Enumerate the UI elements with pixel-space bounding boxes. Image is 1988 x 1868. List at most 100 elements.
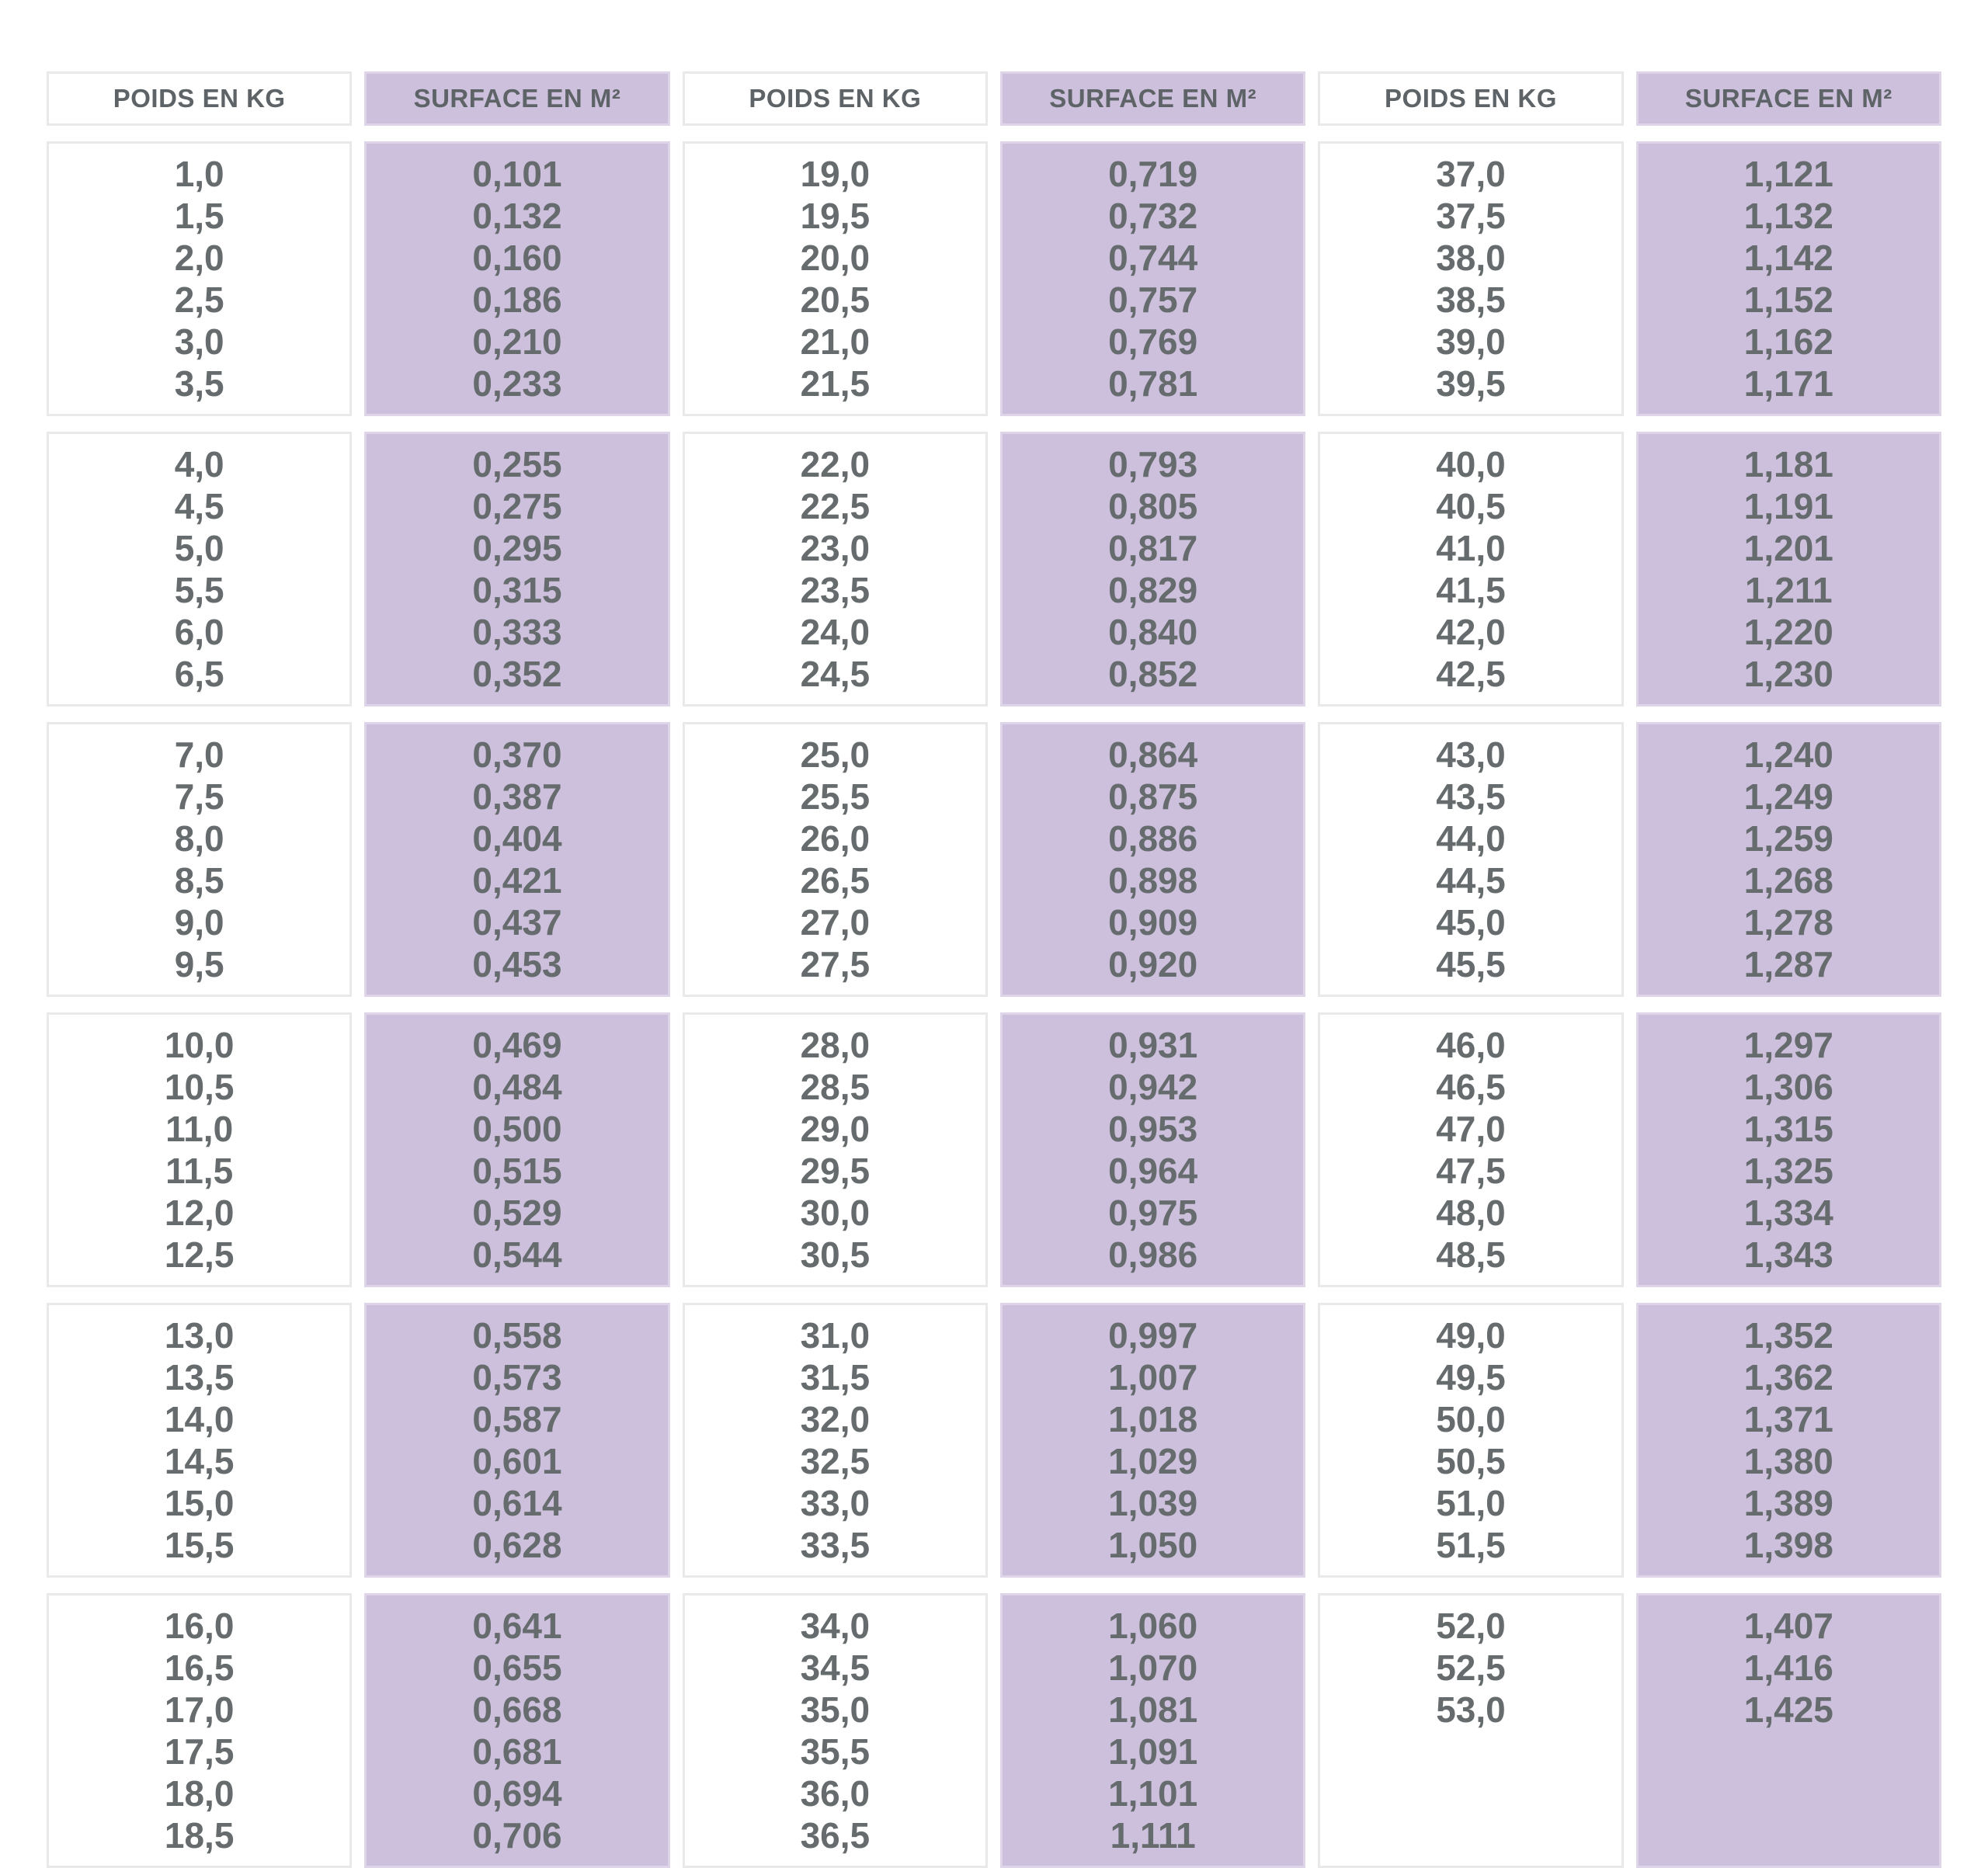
surface-value: 0,706 [472,1815,562,1856]
surface-value: 0,387 [472,776,562,817]
weight-value: 39,0 [1436,321,1506,362]
surface-value: 1,060 [1108,1606,1198,1646]
surface-value: 1,132 [1743,196,1833,236]
weight-value: 52,0 [1436,1606,1506,1646]
column-header-surface: SURFACE EN M² [364,71,670,126]
weight-value: 8,5 [174,860,224,901]
weight-value: 7,5 [174,776,224,817]
weight-value: 18,0 [164,1773,235,1814]
poids-value-cell-block: 19,0 19,5 20,0 20,5 21,0 21,5 [682,141,988,416]
weight-value: 34,0 [800,1606,871,1646]
surface-value-cell-block: 1,297 1,306 1,315 1,325 1,334 1,343 [1635,1012,1941,1287]
weight-value: 15,5 [164,1525,235,1565]
surface-value: 0,515 [472,1151,562,1191]
surface-value: 0,886 [1108,818,1198,859]
poids-value-cell-block: 46,0 46,5 47,0 47,5 48,0 48,5 [1318,1012,1624,1287]
surface-value: 1,201 [1743,528,1833,568]
surface-value: 1,191 [1743,486,1833,526]
weight-value: 40,0 [1436,444,1506,484]
weight-value: 5,5 [174,570,224,610]
surface-value: 0,964 [1108,1151,1198,1191]
surface-value: 0,370 [472,734,562,775]
weight-value: 31,0 [800,1315,871,1356]
weight-value: 21,5 [800,363,871,404]
surface-value: 1,039 [1108,1483,1198,1523]
weight-value: 35,5 [800,1731,871,1772]
surface-value: 1,343 [1743,1234,1833,1275]
surface-value: 0,233 [472,363,562,404]
surface-value: 0,931 [1108,1025,1198,1065]
surface-value: 1,142 [1743,238,1833,278]
surface-value-cell-block: 0,997 1,007 1,018 1,029 1,039 1,050 [1000,1303,1306,1578]
surface-value: 0,186 [472,280,562,320]
surface-value: 0,315 [472,570,562,610]
weight-value: 12,5 [164,1234,235,1275]
surface-value: 0,769 [1108,321,1198,362]
weight-value: 24,5 [800,654,871,694]
surface-value: 0,829 [1108,570,1198,610]
surface-value: 1,111 [1110,1815,1196,1856]
weight-value: 19,0 [800,154,871,194]
weight-value: 10,5 [164,1067,235,1107]
surface-value: 0,453 [472,944,562,984]
weight-value: 17,0 [164,1689,235,1730]
poids-value-cell-block: 10,0 10,5 11,0 11,5 12,0 12,5 [47,1012,353,1287]
surface-value: 0,421 [472,860,562,901]
weight-value: 14,0 [164,1399,235,1439]
surface-value: 1,101 [1108,1773,1198,1814]
surface-value: 0,558 [472,1315,562,1356]
weight-value: 43,0 [1436,734,1506,775]
weight-value: 18,5 [164,1815,235,1856]
weight-value: 16,5 [164,1648,235,1688]
surface-value: 0,909 [1108,902,1198,943]
surface-value: 0,805 [1108,486,1198,526]
table-header-row: POIDS EN KG SURFACE EN M² POIDS EN KG SURFA… [47,71,1941,126]
surface-value: 1,315 [1743,1109,1833,1149]
weight-value: 32,5 [800,1441,871,1481]
weight-value: 12,0 [164,1193,235,1233]
weight-value: 51,0 [1436,1483,1506,1523]
surface-value: 0,953 [1108,1109,1198,1149]
poids-value-cell-block: 7,0 7,5 8,0 8,5 9,0 9,5 [47,722,353,997]
weight-value: 37,0 [1436,154,1506,194]
surface-value: 1,278 [1743,902,1833,943]
weight-value: 20,0 [800,238,871,278]
weight-value: 8,0 [174,818,224,859]
weight-value: 2,5 [174,280,224,320]
surface-value: 1,416 [1743,1648,1833,1688]
surface-value: 0,681 [472,1731,562,1772]
surface-value-cell-block: 1,181 1,191 1,201 1,211 1,220 1,230 [1635,432,1941,707]
surface-value: 0,898 [1108,860,1198,901]
poids-value-cell-block: 22,0 22,5 23,0 23,5 24,0 24,5 [682,432,988,707]
weight-value: 2,0 [174,238,224,278]
weight-value: 6,0 [174,612,224,652]
weight-value: 9,5 [174,944,224,984]
weight-value: 22,5 [800,486,871,526]
surface-value: 0,694 [472,1773,562,1814]
weight-value: 33,5 [800,1525,871,1565]
weight-value: 33,0 [800,1483,871,1523]
surface-value: 0,352 [472,654,562,694]
surface-value: 0,614 [472,1483,562,1523]
weight-value: 27,5 [800,944,871,984]
weight-value: 30,0 [800,1193,871,1233]
weight-value: 21,0 [800,321,871,362]
surface-value: 0,469 [472,1025,562,1065]
weight-value: 37,5 [1436,196,1506,236]
surface-value: 0,544 [472,1234,562,1275]
poids-value-cell-block: 52,0 52,5 53,0 [1318,1593,1624,1868]
weight-value: 19,5 [800,196,871,236]
weight-value: 9,0 [174,902,224,943]
surface-value: 0,719 [1108,154,1198,194]
weight-value: 24,0 [800,612,871,652]
surface-value-cell-block: 1,352 1,362 1,371 1,380 1,389 1,398 [1635,1303,1941,1578]
surface-value: 0,744 [1108,238,1198,278]
surface-value: 0,641 [472,1606,562,1646]
surface-value: 1,230 [1743,654,1833,694]
weight-value: 39,5 [1436,363,1506,404]
surface-value: 0,529 [472,1193,562,1233]
weight-value: 36,5 [800,1815,871,1856]
poids-value-cell-block: 34,0 34,5 35,0 35,5 36,0 36,5 [682,1593,988,1868]
weight-value: 50,0 [1436,1399,1506,1439]
